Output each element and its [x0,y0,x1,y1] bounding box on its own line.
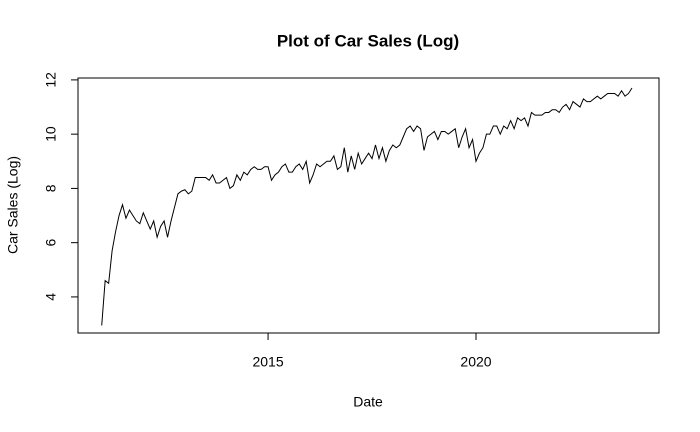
y-tick-label: 4 [43,293,59,301]
y-axis-label: Car Sales (Log) [5,156,21,254]
chart-title: Plot of Car Sales (Log) [277,31,459,50]
x-tick-label: 2020 [460,354,491,370]
y-tick-label: 12 [43,72,59,88]
data-line [101,87,633,326]
y-tick-label: 10 [43,126,59,142]
y-tick-label: 6 [43,239,59,247]
x-tick-label: 2015 [252,354,283,370]
x-axis-label: Date [353,394,383,410]
y-tick-label: 8 [43,184,59,192]
